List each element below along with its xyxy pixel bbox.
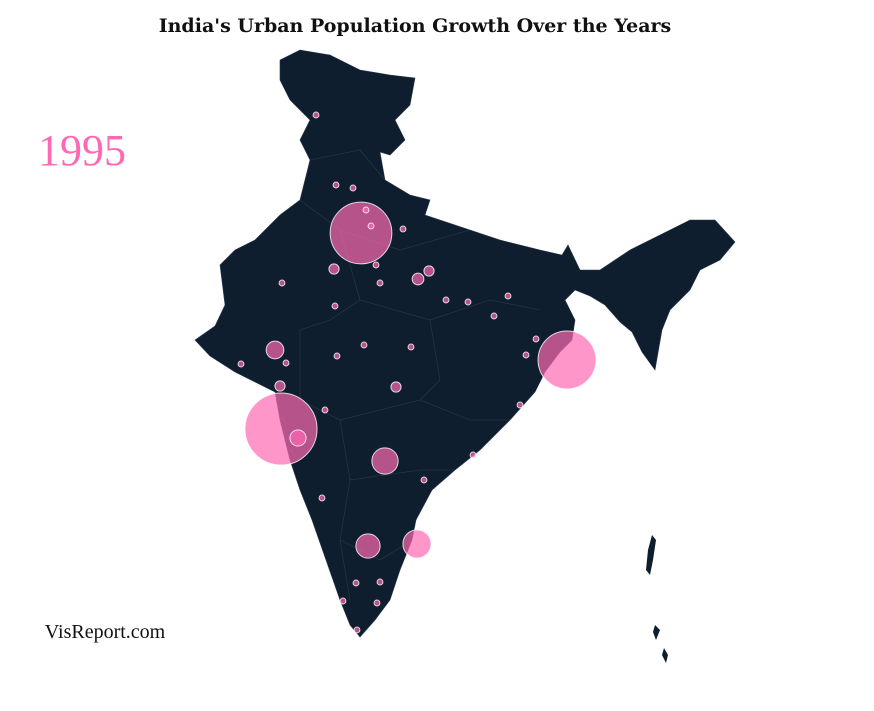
city-bubble [321, 406, 329, 414]
city-bubble [390, 381, 402, 393]
city-bubble [331, 302, 339, 310]
city-bubble [373, 599, 381, 607]
city-bubble [522, 351, 530, 359]
city-bubble [464, 298, 472, 306]
city-bubble [332, 181, 340, 189]
city-bubble [237, 360, 245, 368]
city-bubble [282, 359, 290, 367]
city-bubble [355, 533, 381, 559]
city-bubble [423, 265, 435, 277]
city-bubble [372, 261, 380, 269]
islands [646, 535, 668, 663]
india-map [194, 49, 736, 663]
city-bubble [312, 111, 320, 119]
city-bubble [411, 272, 425, 286]
city-bubble [362, 206, 370, 214]
city-bubble [265, 340, 285, 360]
city-bubble [371, 447, 399, 475]
country-shape [194, 49, 736, 638]
city-bubble [532, 335, 540, 343]
city-bubble [367, 222, 375, 230]
city-bubble [420, 476, 428, 484]
city-bubble [407, 343, 415, 351]
city-bubble [318, 494, 326, 502]
city-bubble [402, 529, 432, 559]
city-bubble [329, 201, 393, 265]
city-bubble [399, 225, 407, 233]
city-bubble [376, 578, 384, 586]
city-bubble [353, 626, 361, 634]
city-bubble [504, 292, 512, 300]
city-bubble [274, 380, 286, 392]
city-bubble [376, 279, 384, 287]
credit: VisReport.com [45, 621, 166, 643]
city-bubble [537, 330, 597, 390]
city-bubble [352, 579, 360, 587]
city-bubble [442, 296, 450, 304]
city-bubble [278, 279, 286, 287]
city-bubble [328, 263, 340, 275]
city-bubble [333, 352, 341, 360]
city-bubble [516, 401, 524, 409]
title: India's Urban Population Growth Over the… [159, 15, 672, 37]
city-bubble [490, 312, 498, 320]
city-bubble [349, 184, 357, 192]
city-bubble [339, 597, 347, 605]
year-label: 1995 [38, 126, 126, 175]
city-bubble [469, 451, 477, 459]
city-bubble [360, 341, 368, 349]
city-bubble [289, 429, 307, 447]
city-bubble [244, 392, 318, 466]
